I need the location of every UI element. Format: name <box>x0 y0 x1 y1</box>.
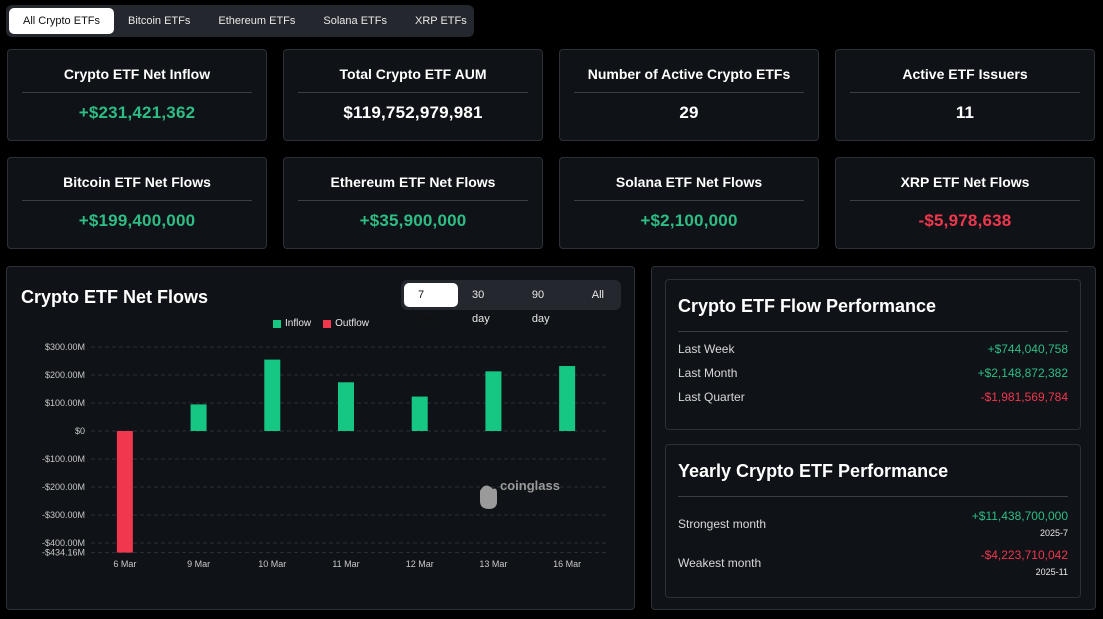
card-title: Crypto ETF Net Inflow <box>22 66 252 93</box>
y-tick-label: -$400.00M <box>42 538 85 548</box>
inflow-bar <box>190 404 207 431</box>
card-value: 29 <box>679 103 699 122</box>
card-title: XRP ETF Net Flows <box>850 174 1080 201</box>
inflow-bar <box>411 396 428 431</box>
card-value: -$5,978,638 <box>918 211 1012 230</box>
yearly-performance-box: Yearly Crypto ETF Performance Strongest … <box>665 444 1081 598</box>
legend-inflow-label: Inflow <box>285 318 312 329</box>
net-inflow-card: Crypto ETF Net Inflow +$231,421,362 <box>7 49 267 141</box>
legend-inflow[interactable]: Inflow <box>273 318 311 329</box>
card-title: Number of Active Crypto ETFs <box>574 66 804 93</box>
x-tick-label: 13 Mar <box>479 559 507 569</box>
etf-category-tabs: All Crypto ETFs Bitcoin ETFs Ethereum ET… <box>6 5 474 37</box>
card-value: +$231,421,362 <box>78 103 196 122</box>
time-range-selector: 7 day 30 day 90 day All <box>401 280 621 325</box>
strongest-month-date: 2025-7 <box>1039 528 1068 538</box>
range-90-day[interactable]: 90 day <box>531 289 550 325</box>
card-title: Ethereum ETF Net Flows <box>298 174 528 201</box>
weakest-month-date: 2025-11 <box>1035 567 1068 577</box>
x-tick-label: 10 Mar <box>258 559 286 569</box>
total-aum-card: Total Crypto ETF AUM $119,752,979,981 <box>283 49 543 141</box>
row-label: Weakest month <box>678 556 762 570</box>
card-title: Solana ETF Net Flows <box>574 174 804 201</box>
row-label: Strongest month <box>678 517 767 531</box>
chart-legend: Inflow Outflow <box>273 318 369 329</box>
tab-xrp-etfs[interactable]: XRP ETFs <box>415 15 467 27</box>
y-tick-label: -$100.00M <box>42 454 85 464</box>
chart-title: Crypto ETF Net Flows <box>21 287 209 307</box>
tab-solana-etfs[interactable]: Solana ETFs <box>323 15 387 27</box>
tab-bitcoin-etfs[interactable]: Bitcoin ETFs <box>128 15 191 27</box>
range-all[interactable]: All <box>591 289 604 301</box>
watermark-text: coinglass <box>500 478 560 493</box>
inflow-bar <box>264 359 281 431</box>
y-tick-label: -$434.16M <box>42 548 85 558</box>
ethereum-flows-card: Ethereum ETF Net Flows +$35,900,000 <box>283 157 543 249</box>
y-tick-label: -$200.00M <box>42 482 85 492</box>
flow-row-last-quarter: Last Quarter -$1,981,569,784 <box>678 390 1068 404</box>
card-value: $119,752,979,981 <box>343 103 483 122</box>
active-etfs-card: Number of Active Crypto ETFs 29 <box>559 49 819 141</box>
x-tick-label: 12 Mar <box>406 559 434 569</box>
flow-row-last-month: Last Month +$2,148,872,382 <box>678 366 1068 380</box>
flow-row-last-week: Last Week +$744,040,758 <box>678 342 1068 356</box>
net-flows-chart: $300.00M $200.00M $100.00M $0 -$100.00M -$200… <box>42 342 607 569</box>
yearly-performance-title: Yearly Crypto ETF Performance <box>678 461 1068 497</box>
row-label: Last Month <box>678 366 738 380</box>
outflow-swatch <box>323 319 332 328</box>
y-tick-label: $200.00M <box>45 370 85 380</box>
outflow-bar <box>116 431 133 553</box>
inflow-bar <box>559 366 576 431</box>
coinglass-watermark: coinglass <box>480 478 560 509</box>
card-value: +$35,900,000 <box>359 211 467 230</box>
y-tick-label: $300.00M <box>45 342 85 352</box>
range-7-day[interactable]: 7 day <box>404 283 458 325</box>
x-tick-label: 11 Mar <box>332 559 359 569</box>
performance-panel: Crypto ETF Flow Performance Last Week +$… <box>651 266 1096 610</box>
xrp-flows-card: XRP ETF Net Flows -$5,978,638 <box>835 157 1095 249</box>
y-tick-label: $0 <box>75 426 85 436</box>
bitcoin-flows-card: Bitcoin ETF Net Flows +$199,400,000 <box>7 157 267 249</box>
x-tick-label: 9 Mar <box>187 559 210 569</box>
range-30-day[interactable]: 30 day <box>471 289 490 325</box>
card-title: Bitcoin ETF Net Flows <box>22 174 252 201</box>
inflow-bar <box>338 382 354 431</box>
row-value: -$1,981,569,784 <box>980 390 1068 404</box>
flow-performance-title: Crypto ETF Flow Performance <box>678 296 1068 332</box>
inflow-swatch <box>273 319 281 328</box>
card-value: +$2,100,000 <box>640 211 738 230</box>
strongest-month-value: +$11,438,700,000 <box>971 509 1068 523</box>
y-tick-label: $100.00M <box>45 398 85 408</box>
row-value: +$744,040,758 <box>987 342 1068 356</box>
card-value: +$199,400,000 <box>78 211 196 230</box>
weakest-month-row: Weakest month -$4,223,710,042 2025-11 <box>678 548 1068 577</box>
card-value: 11 <box>955 103 975 122</box>
strongest-month-row: Strongest month +$11,438,700,000 2025-7 <box>678 509 1068 538</box>
y-tick-label: -$300.00M <box>42 510 85 520</box>
x-tick-label: 6 Mar <box>113 559 136 569</box>
net-flows-chart-panel: $300.00M $200.00M $100.00M $0 -$100.00M -$200… <box>6 266 635 610</box>
legend-outflow[interactable]: Outflow <box>323 318 369 329</box>
solana-flows-card: Solana ETF Net Flows +$2,100,000 <box>559 157 819 249</box>
card-title: Active ETF Issuers <box>850 66 1080 93</box>
row-label: Last Quarter <box>678 390 745 404</box>
flow-performance-box: Crypto ETF Flow Performance Last Week +$… <box>665 279 1081 430</box>
inflow-bar <box>485 371 502 431</box>
card-title: Total Crypto ETF AUM <box>298 66 528 93</box>
row-label: Last Week <box>678 342 735 356</box>
active-issuers-card: Active ETF Issuers 11 <box>835 49 1095 141</box>
weakest-month-value: -$4,223,710,042 <box>980 548 1068 562</box>
tab-all-crypto-etfs[interactable]: All Crypto ETFs <box>9 8 115 34</box>
legend-outflow-label: Outflow <box>335 318 370 329</box>
row-value: +$2,148,872,382 <box>977 366 1068 380</box>
tab-ethereum-etfs[interactable]: Ethereum ETFs <box>218 15 296 27</box>
coinglass-logo-icon <box>480 485 497 509</box>
x-tick-label: 16 Mar <box>553 559 581 569</box>
